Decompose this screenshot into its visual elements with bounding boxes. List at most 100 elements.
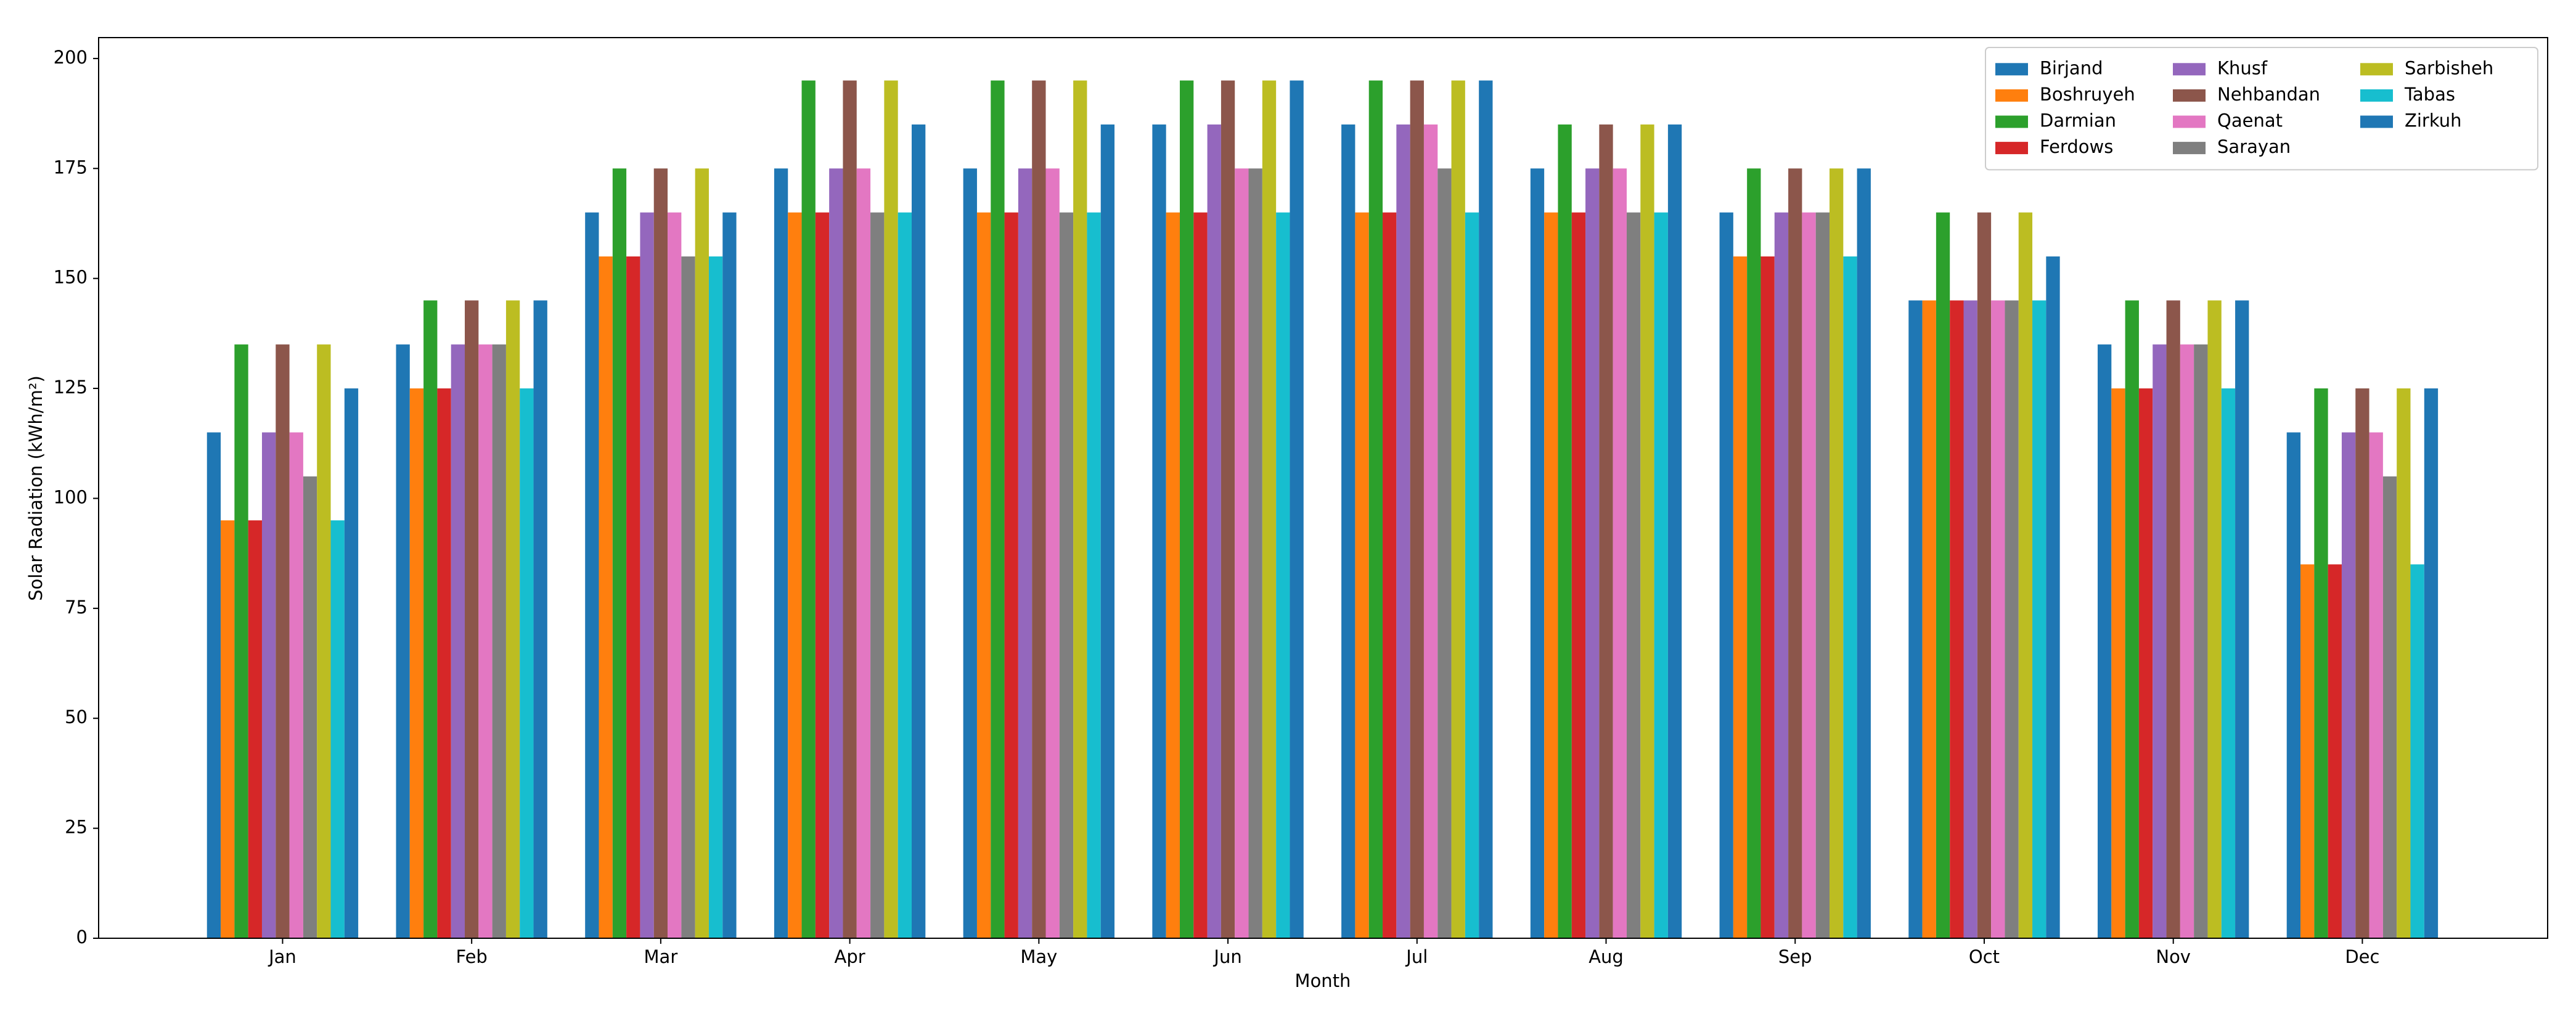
bar	[1368, 80, 1383, 939]
bar	[1830, 168, 1844, 939]
bar	[1410, 80, 1424, 939]
bar	[612, 168, 627, 939]
bar	[1152, 124, 1166, 938]
x-tick-label: May	[1020, 946, 1057, 967]
legend-swatch	[1995, 142, 2028, 155]
bar	[451, 344, 465, 938]
y-tick-label: 150	[54, 267, 88, 288]
legend-swatch	[1995, 89, 2028, 102]
legend: Birjand Boshruyeh Darmian Ferdows Khusf Nehba…	[1985, 47, 2538, 171]
legend-label: Khusf	[2217, 57, 2268, 78]
bar	[599, 256, 613, 938]
legend-frame	[1985, 47, 2538, 171]
bar	[640, 212, 654, 939]
bar	[206, 432, 221, 938]
bar	[991, 80, 1005, 939]
bar	[653, 168, 668, 939]
bar	[1437, 168, 1452, 939]
y-tick-label: 0	[76, 927, 88, 948]
bar	[1018, 168, 1032, 939]
y-axis-label: Solar Radiation (kWh/m²)	[25, 375, 46, 601]
bar	[1045, 168, 1060, 939]
bar	[1936, 212, 1950, 939]
y-tick-label: 100	[54, 486, 88, 507]
bar	[2180, 344, 2194, 938]
bar	[2369, 432, 2383, 938]
bar	[1290, 80, 1304, 939]
legend-label: Nehbandan	[2217, 84, 2320, 105]
bar	[1032, 80, 1046, 939]
bar	[1815, 212, 1830, 939]
y-tick-label: 50	[65, 706, 88, 727]
bar	[1235, 168, 1249, 939]
legend-label: Sarbisheh	[2405, 57, 2493, 78]
bar	[533, 300, 547, 938]
bar	[911, 124, 926, 938]
bar	[344, 388, 359, 938]
x-tick-label: Mar	[644, 946, 678, 967]
bar	[1843, 256, 1857, 938]
y-tick-label: 125	[54, 377, 88, 398]
y-tick-label: 200	[54, 47, 88, 68]
bar	[815, 212, 830, 939]
bar	[478, 344, 493, 938]
bar	[774, 168, 788, 939]
bar	[2397, 388, 2411, 938]
bar	[2032, 300, 2046, 938]
bar	[1991, 300, 2005, 938]
bar	[1059, 212, 1074, 939]
bar	[317, 344, 331, 938]
bar	[843, 80, 857, 939]
bar	[884, 80, 898, 939]
bar	[1977, 212, 1992, 939]
bar	[1530, 168, 1545, 939]
bar	[303, 476, 317, 938]
legend-swatch	[2360, 63, 2393, 76]
bar	[520, 388, 534, 938]
legend-swatch	[1995, 63, 2028, 76]
legend-swatch	[2173, 63, 2206, 76]
bar	[2018, 212, 2033, 939]
y-tick-label: 75	[65, 597, 88, 618]
bar	[261, 432, 276, 938]
bar	[1857, 168, 1871, 939]
bar	[2097, 344, 2112, 938]
bar	[2300, 564, 2315, 938]
legend-swatch	[2360, 89, 2393, 102]
bar	[505, 300, 520, 938]
bar	[234, 344, 248, 938]
bar	[2005, 300, 2019, 938]
x-tick-label: Sep	[1778, 946, 1812, 967]
bar	[1100, 124, 1115, 938]
x-tick-label: Oct	[1969, 946, 2000, 967]
bar	[2207, 300, 2222, 938]
bar	[1451, 80, 1465, 939]
bar	[492, 344, 506, 938]
bar	[248, 520, 262, 938]
bar	[1908, 300, 1923, 938]
bar	[1544, 212, 1558, 939]
bar	[898, 212, 912, 939]
bar	[1558, 124, 1572, 938]
bar	[2166, 300, 2180, 938]
x-tick-label: Dec	[2345, 946, 2379, 967]
bar	[1640, 124, 1654, 938]
bar	[1396, 124, 1410, 938]
bar	[801, 80, 816, 939]
bar	[1719, 212, 1733, 939]
bar	[1585, 168, 1600, 939]
x-tick-label: Feb	[456, 946, 487, 967]
x-tick-label: Nov	[2156, 946, 2191, 967]
x-tick-label: Jan	[268, 946, 296, 967]
bar	[626, 256, 640, 938]
bar	[2125, 300, 2139, 938]
bar	[2235, 300, 2249, 938]
legend-label: Birjand	[2040, 57, 2103, 78]
bar	[2286, 432, 2301, 938]
bar	[2424, 388, 2439, 938]
bar	[708, 256, 723, 938]
bar	[585, 212, 599, 939]
bar	[1950, 300, 1964, 938]
bar	[1193, 212, 1208, 939]
bar	[1355, 212, 1369, 939]
